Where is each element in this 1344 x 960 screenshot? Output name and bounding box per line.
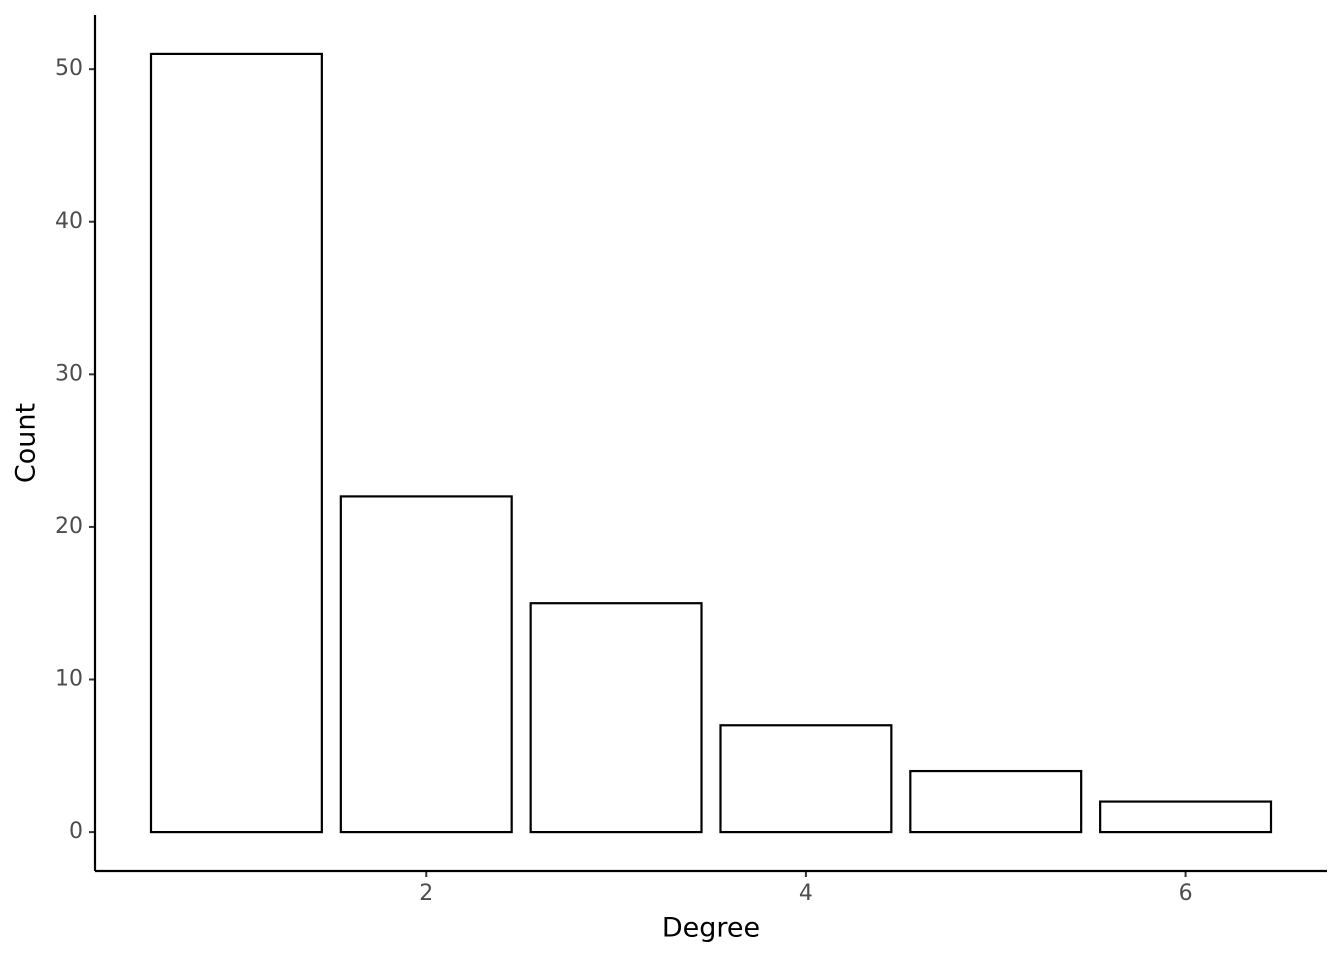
x-tick-label: 2 <box>419 881 433 906</box>
bar <box>529 602 703 834</box>
y-tick-label: 10 <box>55 667 83 692</box>
bar <box>1099 800 1273 834</box>
y-tick-label: 0 <box>69 819 83 844</box>
y-tick-label: 40 <box>55 209 83 234</box>
y-tick-label: 20 <box>55 514 83 539</box>
x-axis-title: Degree <box>662 913 760 944</box>
y-tick-label: 30 <box>55 361 83 386</box>
y-axis-title: Count <box>11 403 42 483</box>
x-tick-label: 4 <box>799 881 813 906</box>
bar <box>149 52 323 834</box>
bar <box>339 495 513 834</box>
x-tick-label: 6 <box>1179 881 1193 906</box>
bar <box>719 724 893 834</box>
y-tick-label: 50 <box>55 56 83 81</box>
bar <box>909 769 1083 834</box>
